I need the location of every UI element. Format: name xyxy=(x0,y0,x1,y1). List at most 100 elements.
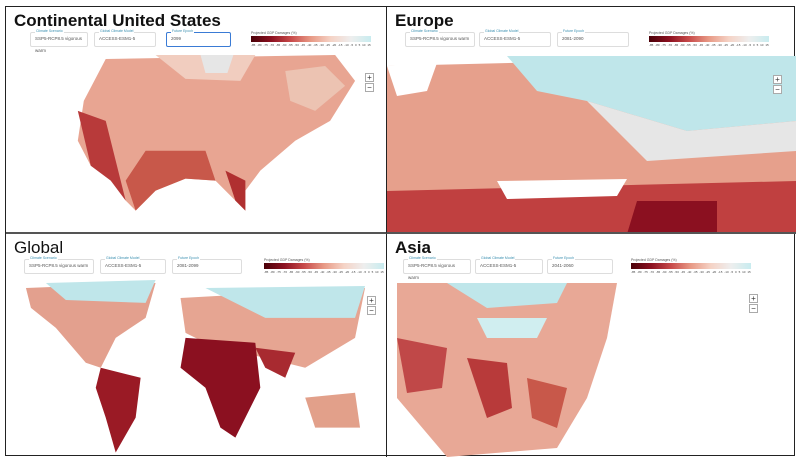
legend-tick: -5 xyxy=(363,270,367,274)
legend-tick: -25 xyxy=(705,270,710,274)
panel-global: Global Climate Scenario SSP5-RCP8.5 vigor… xyxy=(6,234,387,457)
legend-tick: -85 xyxy=(251,43,256,47)
map-asia[interactable] xyxy=(387,278,796,457)
color-legend: Projected GDP Damages (%) -85 -80 -75 -70 -65… xyxy=(251,31,371,47)
legend-tick: -35 xyxy=(313,43,318,47)
legend-tick: -80 xyxy=(637,270,642,274)
zoom-out-button[interactable]: − xyxy=(365,83,374,92)
label: Future Epoch xyxy=(562,29,586,34)
model-select[interactable]: Global Climate Model ACCESS-ESM1-5 xyxy=(100,256,166,274)
map-europe[interactable] xyxy=(387,51,796,234)
value: ACCESS-ESM1-5 xyxy=(480,263,517,268)
legend-tick: -30 xyxy=(332,270,337,274)
zoom-out-button[interactable]: − xyxy=(773,85,782,94)
legend-tick: 5 xyxy=(371,270,374,274)
legend-tick: -65 xyxy=(655,270,661,274)
legend-tick: -85 xyxy=(264,270,269,274)
model-select[interactable]: Global Climate Model ACCESS-ESM1-5 xyxy=(475,256,543,274)
scenario-select[interactable]: Climate Scenario SSP5-RCP8.5 vigorous war… xyxy=(30,29,88,53)
legend-tick: -55 xyxy=(288,43,293,47)
period-input[interactable]: Future Epoch 2081-2090 xyxy=(557,29,629,47)
map-global[interactable] xyxy=(6,278,386,457)
legend-tick: -10 xyxy=(357,270,362,274)
panel-us: Continental United States Climate Scenar… xyxy=(6,7,387,234)
value: ACCESS-ESM1-5 xyxy=(484,36,521,41)
label: Global Climate Model xyxy=(99,29,135,34)
legend-tick: 15 xyxy=(380,270,384,274)
legend-tick: 10 xyxy=(362,43,366,47)
legend-tick: -40 xyxy=(319,270,325,274)
legend-tick: -70 xyxy=(269,43,274,47)
label: Global Climate Model xyxy=(105,256,141,261)
legend-tick: 10 xyxy=(760,43,764,47)
legend-tick: -50 xyxy=(674,270,679,274)
zoom-in-button[interactable]: + xyxy=(749,294,758,303)
map-us[interactable] xyxy=(6,51,386,234)
figure-grid: Continental United States Climate Scenar… xyxy=(5,6,796,457)
legend-tick: -70 xyxy=(282,270,287,274)
legend-tick: -65 xyxy=(673,43,679,47)
legend-tick: -40 xyxy=(704,43,710,47)
legend-tick: -30 xyxy=(319,43,324,47)
legend-tick: -75 xyxy=(263,43,268,47)
legend-tick: 5 xyxy=(756,43,759,47)
legend-tick: -80 xyxy=(257,43,262,47)
legend-tick: -50 xyxy=(307,270,312,274)
legend-tick: -80 xyxy=(270,270,275,274)
panel-title: Asia xyxy=(395,238,431,257)
scenario-select[interactable]: Climate Scenario SSP5-RCP8.5 vigorous war… xyxy=(405,29,475,47)
zoom-out-button[interactable]: − xyxy=(749,304,758,313)
legend-tick: 5 xyxy=(358,43,361,47)
legend-tick: -60 xyxy=(282,43,287,47)
legend-title: Projected GDP Damages (%) xyxy=(251,31,297,35)
value: ACCESS-ESM1-5 xyxy=(99,36,136,41)
label: Climate Scenario xyxy=(29,256,58,261)
legend-tick: -25 xyxy=(338,270,343,274)
model-select[interactable]: Global Climate Model ACCESS-ESM1-5 xyxy=(479,29,551,47)
legend-tick: -45 xyxy=(300,43,306,47)
scenario-select[interactable]: Climate Scenario SSP5-RCP8.5 vigorous war… xyxy=(403,256,471,280)
legend-tick: -50 xyxy=(294,43,299,47)
legend-tick: 0 xyxy=(735,270,737,274)
color-bar xyxy=(251,36,371,42)
scenario-select[interactable]: Climate Scenario SSP5-RCP8.5 vigorous war… xyxy=(24,256,94,274)
legend-tick: -60 xyxy=(680,43,685,47)
legend-tick: -85 xyxy=(649,43,654,47)
zoom-in-button[interactable]: + xyxy=(365,73,374,82)
label: Future Epoch xyxy=(177,256,201,261)
color-bar xyxy=(631,263,751,269)
panel-europe: Europe Climate Scenario SSP5-RCP8.5 vigor… xyxy=(387,7,796,234)
legend-tick: -45 xyxy=(680,270,686,274)
legend-tick: -85 xyxy=(631,270,636,274)
legend-tick: 10 xyxy=(742,270,746,274)
value: 2041-2060 xyxy=(552,263,574,268)
label: Global Climate Model xyxy=(480,256,516,261)
legend-tick: -15 xyxy=(351,270,356,274)
legend-title: Projected GDP Damages (%) xyxy=(649,31,695,35)
legend-tick: -20 xyxy=(344,270,350,274)
legend-tick: 5 xyxy=(738,270,741,274)
legend-tick: -55 xyxy=(301,270,306,274)
panel-asia: Asia Climate Scenario SSP5-RCP8.5 vigorou… xyxy=(387,234,796,457)
period-input[interactable]: Future Epoch 2041-2060 xyxy=(547,256,613,274)
legend-tick: -75 xyxy=(661,43,666,47)
panel-title: Global xyxy=(14,238,64,257)
legend-tick: 0 xyxy=(355,43,357,47)
legend-tick: -40 xyxy=(306,43,312,47)
legend-tick: -45 xyxy=(313,270,319,274)
legend-tick: -30 xyxy=(717,43,722,47)
color-bar xyxy=(649,36,769,42)
zoom-out-button[interactable]: − xyxy=(367,306,376,315)
legend-tick: -15 xyxy=(338,43,343,47)
model-select[interactable]: Global Climate Model ACCESS-ESM1-5 xyxy=(94,29,156,47)
zoom-in-button[interactable]: + xyxy=(773,75,782,84)
legend-tick: -20 xyxy=(331,43,337,47)
legend-tick: -55 xyxy=(686,43,691,47)
period-input[interactable]: Future Epoch 2099 xyxy=(166,29,231,47)
period-input[interactable]: Future Epoch 2081-2099 xyxy=(172,256,242,274)
legend-tick: 10 xyxy=(375,270,379,274)
legend-tick: -5 xyxy=(748,43,752,47)
panel-title: Europe xyxy=(395,11,454,30)
zoom-in-button[interactable]: + xyxy=(367,296,376,305)
legend-tick: -75 xyxy=(643,270,648,274)
